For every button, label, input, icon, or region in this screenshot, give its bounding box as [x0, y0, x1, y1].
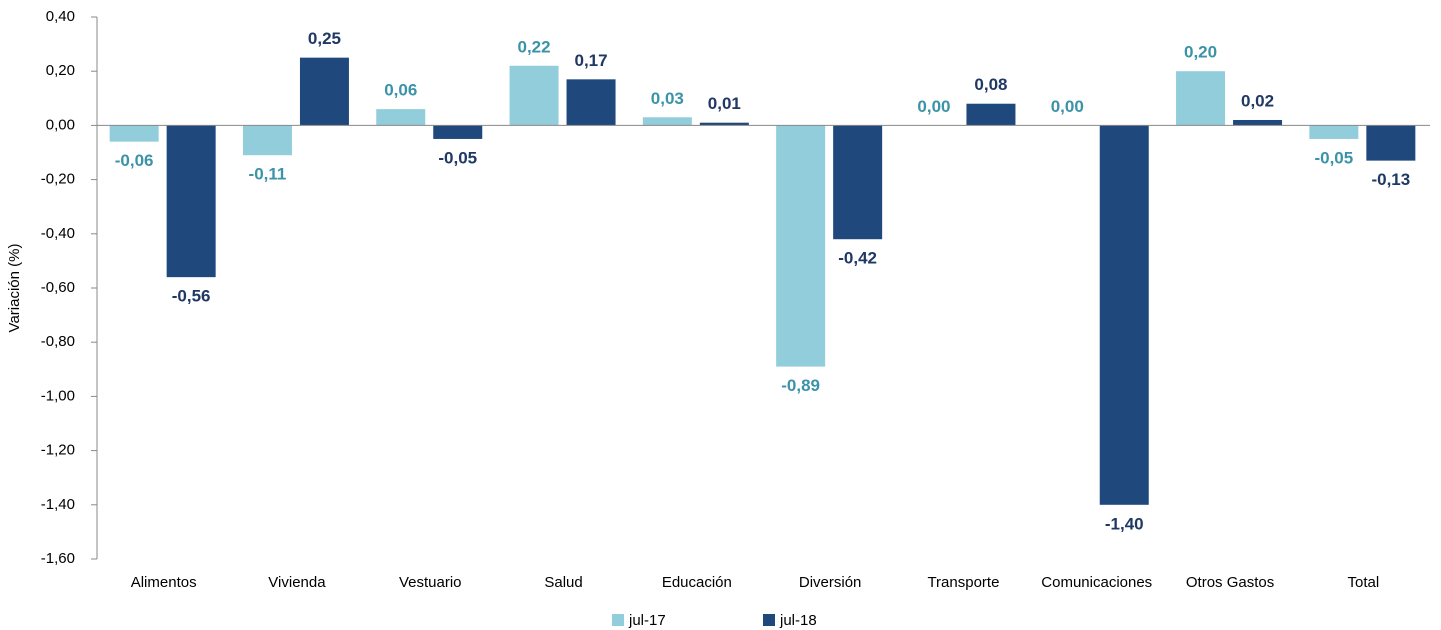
y-tick-label: -0,80 [41, 333, 75, 350]
legend-label: jul-18 [779, 612, 817, 629]
bar [509, 65, 559, 126]
value-label: 0,08 [974, 75, 1007, 94]
bar [1176, 71, 1226, 126]
value-label: 0,06 [384, 81, 417, 100]
bar [433, 125, 483, 139]
bar [242, 125, 292, 156]
value-label: -0,13 [1371, 170, 1410, 189]
value-label: -0,11 [249, 165, 287, 184]
bar [109, 125, 159, 142]
value-label: 0,17 [575, 51, 608, 70]
y-tick-label: -0,60 [41, 279, 75, 296]
legend-swatch [612, 614, 624, 626]
y-axis-label: Variación (%) [6, 244, 23, 333]
value-label: -0,05 [1314, 148, 1353, 167]
x-tick-label: Diversión [799, 574, 862, 591]
y-tick-label: -1,00 [41, 387, 75, 404]
x-tick-label: Total [1348, 574, 1380, 591]
value-label: 0,22 [518, 37, 551, 56]
value-label: 0,00 [917, 97, 950, 116]
x-tick-label: Comunicaciones [1041, 574, 1152, 591]
value-label: -0,06 [115, 151, 154, 170]
value-label: -0,05 [438, 148, 477, 167]
x-tick-label: Transporte [927, 574, 999, 591]
bar [299, 57, 349, 126]
value-label: -1,40 [1105, 514, 1144, 533]
bar [1233, 119, 1283, 126]
bar [566, 79, 616, 126]
y-tick-label: -0,20 [41, 171, 75, 188]
y-tick-label: -0,40 [41, 225, 75, 242]
value-label: 0,02 [1241, 91, 1274, 110]
bar [833, 125, 883, 240]
value-label: -0,89 [781, 376, 820, 395]
bar [1099, 125, 1149, 505]
x-tick-label: Educación [662, 574, 732, 591]
x-tick-label: Otros Gastos [1186, 574, 1274, 591]
bar [1366, 125, 1416, 161]
bar [642, 117, 692, 126]
y-tick-label: -1,20 [41, 442, 75, 459]
value-label: 0,20 [1184, 43, 1217, 62]
bar [1309, 125, 1359, 139]
value-label: 0,03 [651, 89, 684, 108]
x-tick-label: Vestuario [399, 574, 462, 591]
bar [166, 125, 216, 278]
bar [776, 125, 826, 367]
legend-label: jul-17 [628, 612, 666, 629]
value-label: 0,00 [1051, 97, 1084, 116]
y-tick-label: -1,40 [41, 496, 75, 513]
y-tick-label: 0,20 [46, 62, 75, 79]
value-label: 0,25 [308, 29, 341, 48]
x-tick-label: Salud [544, 574, 582, 591]
y-tick-label: 0,40 [46, 8, 75, 25]
x-tick-label: Vivienda [268, 574, 326, 591]
value-label: 0,01 [708, 94, 741, 113]
value-label: -0,56 [172, 287, 211, 306]
value-label: -0,42 [838, 249, 877, 268]
y-tick-label: -1,60 [41, 550, 75, 567]
bar [966, 103, 1016, 126]
bar [699, 122, 749, 126]
x-tick-label: Alimentos [131, 574, 197, 591]
bar [376, 109, 426, 126]
y-tick-label: 0,00 [46, 116, 75, 133]
legend-swatch [763, 614, 775, 626]
